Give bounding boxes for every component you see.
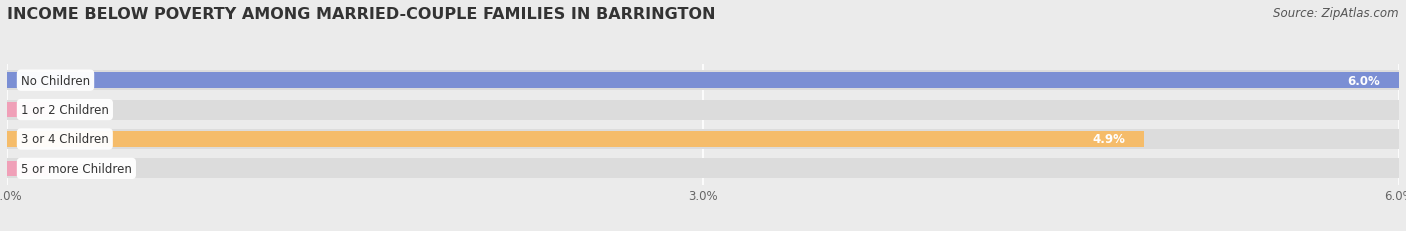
Text: 5 or more Children: 5 or more Children (21, 162, 132, 175)
Text: 0.0%: 0.0% (67, 104, 97, 117)
Bar (7, 71, 1399, 91)
Text: No Children: No Children (21, 74, 90, 87)
Text: 1 or 2 Children: 1 or 2 Children (21, 104, 108, 117)
Bar (7, 132, 1144, 147)
Text: 0.0%: 0.0% (67, 162, 97, 175)
Text: 6.0%: 6.0% (1348, 74, 1381, 87)
Bar (7, 103, 49, 118)
Bar (7, 159, 1399, 179)
Text: INCOME BELOW POVERTY AMONG MARRIED-COUPLE FAMILIES IN BARRINGTON: INCOME BELOW POVERTY AMONG MARRIED-COUPL… (7, 7, 716, 22)
Text: 4.9%: 4.9% (1092, 133, 1125, 146)
Bar (7, 161, 49, 176)
Bar (7, 73, 1399, 88)
Text: Source: ZipAtlas.com: Source: ZipAtlas.com (1274, 7, 1399, 20)
Bar (7, 100, 1399, 120)
Text: 3 or 4 Children: 3 or 4 Children (21, 133, 108, 146)
Bar (7, 129, 1399, 149)
